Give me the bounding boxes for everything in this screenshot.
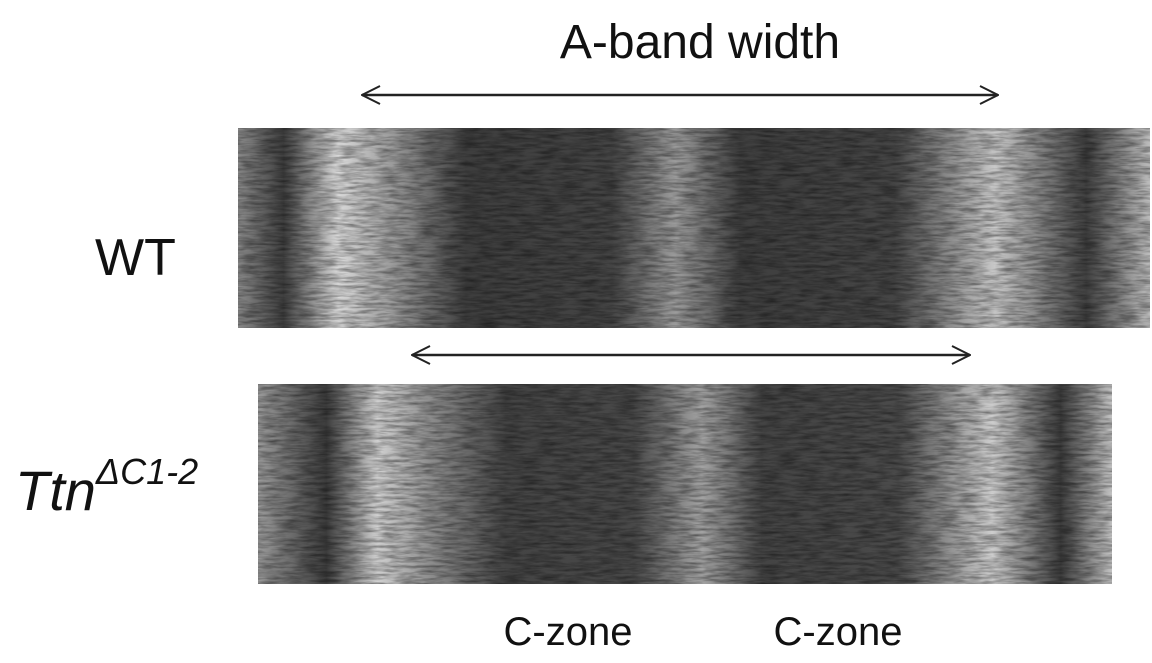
micrograph-grain bbox=[258, 384, 1112, 584]
wt-label: WT bbox=[95, 229, 176, 287]
micrograph-grain bbox=[238, 128, 1150, 328]
mutant-label-base: Ttn bbox=[15, 459, 96, 522]
zone-label: C-zone bbox=[774, 610, 903, 654]
zone-label: C-zone bbox=[504, 610, 633, 654]
wt-micrograph bbox=[238, 128, 1150, 328]
mutant-label-superscript: ΔC1-2 bbox=[95, 451, 198, 492]
mutant-micrograph bbox=[258, 384, 1112, 584]
title: A-band width bbox=[560, 16, 840, 69]
mutant-label: TtnΔC1-2 bbox=[15, 451, 198, 522]
